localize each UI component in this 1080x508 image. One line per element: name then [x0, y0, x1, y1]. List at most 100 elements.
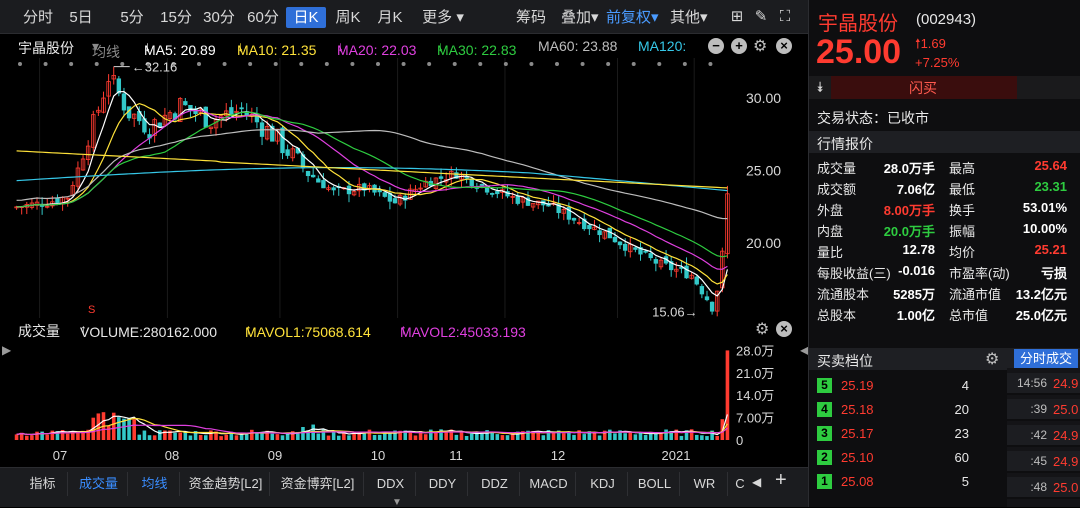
gear-icon[interactable]: ⚙ [755, 321, 770, 338]
trade-time: :39 [1030, 402, 1047, 416]
tab-60min[interactable]: 60分 [247, 9, 279, 26]
event-marker[interactable] [120, 62, 125, 66]
tab-ddz[interactable]: DDZ [470, 472, 520, 496]
event-marker[interactable] [401, 62, 406, 66]
gear-icon[interactable]: ⚙ [753, 38, 768, 55]
tab-intraday[interactable]: 分时 [22, 9, 53, 26]
overlay-button[interactable]: 叠加▾ [561, 7, 599, 28]
flash-buy-button[interactable]: 闪买 [909, 80, 937, 96]
orderbook-price[interactable]: 25.08 [841, 474, 874, 489]
orderbook-price[interactable]: 25.19 [841, 378, 874, 393]
tab-boll[interactable]: BOLL [630, 472, 680, 496]
event-marker[interactable] [555, 62, 559, 66]
event-marker[interactable] [682, 62, 687, 66]
event-marker[interactable] [350, 62, 355, 66]
quote-value: 13.2亿元 [1015, 287, 1067, 302]
avg-line-selector[interactable]: 均线 ▾ [92, 38, 120, 60]
volume-bar [377, 434, 382, 440]
event-marker[interactable] [452, 62, 457, 66]
zoom-out-icon[interactable]: − [708, 38, 724, 54]
orderbook-volume: 23 [954, 426, 969, 441]
event-marker[interactable] [273, 62, 278, 66]
fullscreen-icon[interactable]: ⛶ [779, 8, 791, 25]
close-icon[interactable]: × [776, 38, 792, 54]
orderbook-volume: 4 [961, 378, 969, 393]
event-marker[interactable] [222, 62, 227, 66]
caret-right-icon[interactable]: ▶ [2, 343, 12, 357]
quote-value: 28.0万手 [883, 161, 935, 176]
event-marker[interactable] [94, 62, 99, 66]
candle-body [449, 170, 454, 179]
adjust-button[interactable]: 前复权▾ [606, 7, 659, 28]
volume-chart[interactable]: 28.0万 21.0万 14.0万 7.00万 0 07 08 09 10 11 12 2021 [0, 340, 808, 467]
event-marker[interactable] [145, 62, 150, 66]
tab-macd[interactable]: MACD [522, 472, 576, 496]
event-marker[interactable] [43, 62, 48, 66]
chips-button[interactable]: 筹码 [516, 9, 547, 26]
candle-body [633, 247, 638, 250]
other-button[interactable]: 其他▾ [670, 7, 708, 28]
candle-body [229, 107, 234, 115]
tab-weekly-k[interactable]: 周K [335, 9, 361, 26]
orderbook-price[interactable]: 25.10 [841, 450, 874, 465]
volume-bar [127, 418, 131, 440]
orderbook-price[interactable]: 25.18 [841, 402, 874, 417]
event-marker[interactable] [248, 62, 253, 66]
add-indicator-icon[interactable]: + [775, 469, 787, 491]
tab-overflow[interactable]: C [735, 476, 745, 491]
grid-icon[interactable]: ⊞ [730, 8, 744, 25]
tab-more[interactable]: 更多 ▾ [418, 7, 468, 28]
tab-5min[interactable]: 5分 [120, 9, 144, 26]
tab-15min[interactable]: 15分 [160, 9, 192, 26]
volume-bar [198, 435, 203, 440]
event-marker[interactable] [657, 62, 662, 66]
tab-wr[interactable]: WR [682, 472, 728, 496]
event-marker[interactable] [197, 62, 201, 66]
event-marker[interactable] [708, 62, 713, 66]
tab-kdj[interactable]: KDJ [578, 472, 628, 496]
event-marker[interactable] [69, 62, 74, 66]
mavol1-text: MAVOL1:75068.614 [245, 324, 371, 340]
quote-value: 10.00% [1022, 221, 1067, 236]
candlestick-chart[interactable]: 30.00 25.00 20.00 ←32.16 15.06→ S [0, 58, 808, 318]
orderbook-price[interactable]: 25.17 [841, 426, 874, 441]
quote-label: 流通股本 [817, 287, 870, 302]
tab-daily-k[interactable]: 日K [286, 7, 326, 28]
event-marker[interactable] [503, 62, 508, 66]
flash-sell-area[interactable] [1017, 76, 1080, 99]
event-marker[interactable] [299, 62, 304, 66]
zoom-in-icon[interactable]: + [731, 38, 747, 54]
event-marker[interactable] [427, 62, 432, 66]
tab-5day[interactable]: 5日 [69, 9, 93, 26]
event-marker[interactable] [171, 62, 176, 66]
volume-bar [183, 431, 188, 440]
tab-fund-game[interactable]: 资金博弈[L2] [272, 472, 364, 496]
tab-ma[interactable]: 均线 [130, 472, 180, 496]
tab-volume[interactable]: 成交量 [70, 472, 128, 496]
caret-left-icon[interactable]: ◀ [800, 343, 810, 357]
event-marker[interactable] [324, 62, 329, 66]
tab-indicator[interactable]: 指标 [18, 472, 68, 496]
tab-fund-trend[interactable]: 资金趋势[L2] [182, 472, 270, 496]
ma10-value: MA10: 21.35 ↓ [237, 38, 317, 58]
close-icon[interactable]: × [776, 321, 792, 337]
tab-time-sales[interactable]: 分时成交 [1014, 349, 1078, 368]
collapse-icon[interactable]: ⯯ [809, 76, 831, 99]
event-marker[interactable] [631, 62, 636, 66]
pen-icon[interactable]: ✎ [754, 8, 768, 25]
tab-monthly-k[interactable]: 月K [377, 9, 403, 26]
event-marker[interactable] [529, 62, 534, 66]
event-marker[interactable] [580, 62, 585, 66]
tab-ddy[interactable]: DDY [418, 472, 468, 496]
tab-30min[interactable]: 30分 [203, 9, 235, 26]
tab-ddx[interactable]: DDX [366, 472, 416, 496]
chevron-down-icon[interactable]: ▼ [392, 497, 402, 508]
volume-bar [475, 432, 479, 440]
gear-icon[interactable]: ⚙ [985, 351, 1000, 368]
scroll-left-icon[interactable]: ◀ [752, 475, 762, 489]
volume-bar [674, 429, 679, 440]
event-marker[interactable] [478, 62, 483, 66]
event-marker[interactable] [376, 62, 380, 66]
event-marker[interactable] [606, 62, 611, 66]
event-marker[interactable] [18, 62, 22, 66]
